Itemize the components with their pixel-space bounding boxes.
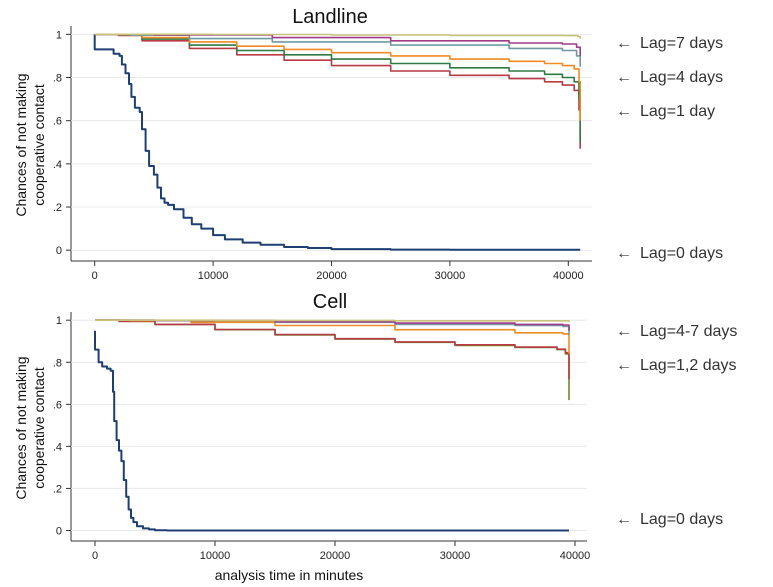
lag-annotation: Lag=4-7 days	[640, 323, 737, 340]
arrow-left-icon: ←	[616, 35, 632, 52]
lag-annotation: Lag=1,2 days	[640, 357, 737, 374]
x-tick-label: 30000	[440, 550, 471, 562]
y-tick-label: 0	[56, 525, 62, 537]
x-tick-label: 20000	[320, 550, 351, 562]
lag-annotation: Lag=4 days	[640, 69, 723, 86]
series-line	[95, 319, 570, 380]
y-axis-label: Chances of not making	[13, 73, 29, 216]
y-tick-label: .2	[53, 202, 62, 214]
x-axis-label: analysis time in minutes	[215, 567, 364, 583]
arrow-left-icon: ←	[616, 323, 632, 340]
y-tick-label: .2	[53, 483, 62, 495]
arrow-left-icon: ←	[616, 245, 632, 262]
x-tick-label: 40000	[553, 270, 584, 282]
x-tick-label: 40000	[560, 550, 591, 562]
y-tick-label: 0	[56, 245, 62, 257]
series-line	[94, 33, 581, 149]
x-tick-label: 20000	[316, 270, 347, 282]
arrow-left-icon: ←	[616, 103, 632, 120]
y-tick-label: .4	[53, 159, 62, 171]
landline-panel: Landline 0 .2 .4 .6 .8 1 0 10000 20000 30000 40000 C…	[13, 6, 723, 282]
series-line	[94, 33, 581, 39]
lag-annotation: Lag=7 days	[640, 35, 723, 52]
x-tick-label: 0	[92, 270, 98, 282]
series-line	[95, 319, 570, 323]
series-line	[95, 319, 570, 354]
y-tick-label: .8	[53, 357, 62, 369]
y-tick-label: 1	[56, 29, 62, 41]
series-line	[93, 34, 581, 251]
y-axis-label: cooperative contact	[31, 367, 47, 489]
arrow-left-icon: ←	[616, 511, 632, 528]
y-tick-label: 1	[56, 315, 62, 327]
y-tick-label: .8	[53, 72, 62, 84]
y-tick-label: .4	[53, 441, 62, 453]
series-line	[94, 33, 581, 121]
series-line	[94, 330, 569, 532]
series-line	[95, 319, 570, 401]
arrow-left-icon: ←	[616, 357, 632, 374]
y-axis-label: Chances of not making	[13, 356, 29, 499]
arrow-left-icon: ←	[616, 69, 632, 86]
x-tick-label: 10000	[200, 550, 231, 562]
series-line	[94, 33, 581, 143]
x-tick-label: 30000	[435, 270, 466, 282]
lag-annotation: Lag=0 days	[640, 511, 723, 528]
lag-annotation: Lag=0 days	[640, 245, 723, 262]
x-tick-label: 0	[92, 550, 98, 562]
y-tick-label: .6	[53, 116, 62, 128]
lag-annotation: Lag=1 day	[640, 103, 715, 120]
chart-title: Cell	[313, 291, 347, 313]
y-axis-label: cooperative contact	[31, 84, 47, 206]
chart-title: Landline	[292, 6, 368, 28]
x-tick-label: 10000	[198, 270, 229, 282]
y-tick-label: .6	[53, 399, 62, 411]
cell-panel: Cell 0 .2 .4 .6 .8 1 0 10000 20000 30000 40000 Chanc…	[13, 291, 737, 583]
